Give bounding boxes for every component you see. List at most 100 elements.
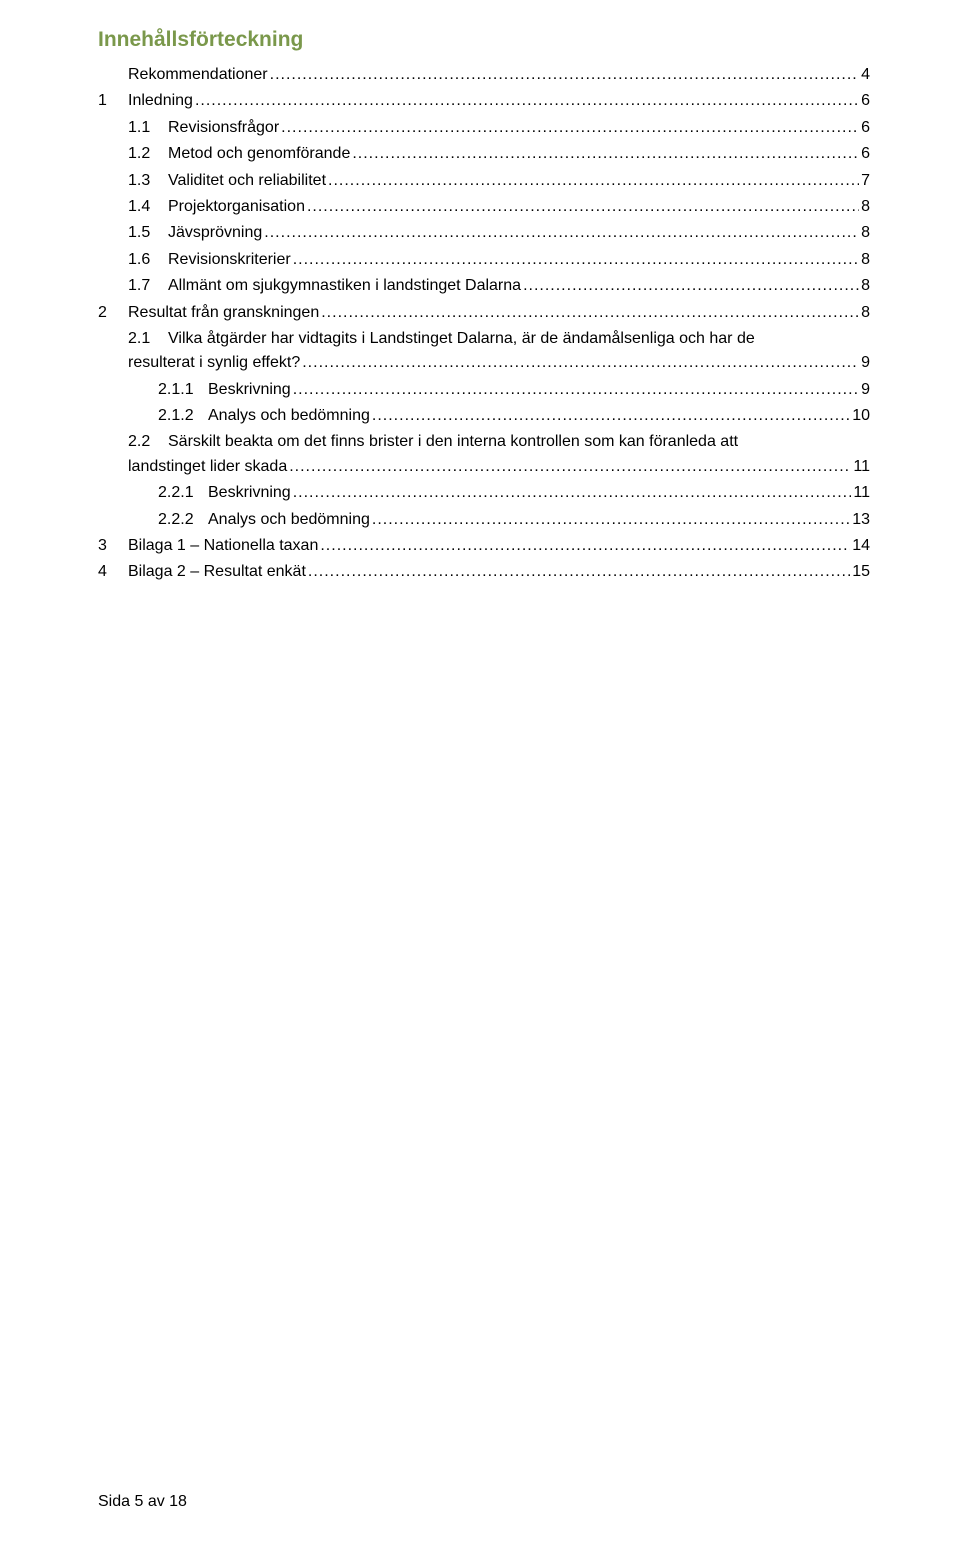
toc-entry-label: 1.5Jävsprövning xyxy=(98,220,262,246)
toc-entry-text: Analys och bedömning xyxy=(208,407,370,424)
toc-entry-number: 2.2.2 xyxy=(158,507,208,533)
toc-leader-dots xyxy=(302,350,859,376)
toc-entry-label: 2.1.1Beskrivning xyxy=(98,377,291,403)
toc-entry-number: 2.2 xyxy=(128,429,168,455)
toc-entry-label: 2.1Vilka åtgärder har vidtagits i Landst… xyxy=(98,326,755,352)
toc-entry-page: 11 xyxy=(853,454,870,480)
toc-leader-dots xyxy=(321,300,859,326)
toc-entry-label: resulterat i synlig effekt? xyxy=(98,350,300,376)
toc-title: Innehållsförteckning xyxy=(98,28,870,52)
toc-entry-label: 1.2Metod och genomförande xyxy=(98,141,350,167)
toc-entry: 1.7Allmänt om sjukgymnastiken i landstin… xyxy=(98,273,870,299)
toc-entry-number: 2.1.1 xyxy=(158,377,208,403)
toc-entry-text: Revisionskriterier xyxy=(168,251,291,268)
toc-entry-text: Resultat från granskningen xyxy=(128,304,319,321)
toc-entry-label: landstinget lider skada xyxy=(98,454,287,480)
toc-entry: 1.5Jävsprövning 8 xyxy=(98,220,870,246)
toc-leader-dots xyxy=(372,403,850,429)
toc-entry-text: Inledning xyxy=(128,92,193,109)
toc-entry-label: 1.7Allmänt om sjukgymnastiken i landstin… xyxy=(98,273,521,299)
toc-leader-dots xyxy=(289,454,851,480)
toc-entry-text: resulterat i synlig effekt? xyxy=(128,354,300,371)
toc-leader-dots xyxy=(307,194,859,220)
toc-entry-page: 4 xyxy=(861,62,870,88)
toc-entry-number: 2.1 xyxy=(128,326,168,352)
toc-entry: Rekommendationer 4 xyxy=(98,62,870,88)
toc-entry-text: Allmänt om sjukgymnastiken i landstinget… xyxy=(168,277,521,294)
toc-entry-label: Rekommendationer xyxy=(98,62,268,88)
toc-entry: landstinget lider skada 11 xyxy=(98,454,870,480)
toc-entry-number: 2.2.1 xyxy=(158,480,208,506)
toc-entry-text: Analys och bedömning xyxy=(208,511,370,528)
toc-entry: 1.1Revisionsfrågor 6 xyxy=(98,115,870,141)
toc-entry: 2.1.1Beskrivning 9 xyxy=(98,377,870,403)
toc-leader-dots xyxy=(523,273,859,299)
toc-entry: 1.4Projektorganisation 8 xyxy=(98,194,870,220)
toc-leader-dots xyxy=(293,377,859,403)
toc-entry: 1Inledning 6 xyxy=(98,88,870,114)
toc-entry-page: 8 xyxy=(861,194,870,220)
toc-entry: resulterat i synlig effekt? 9 xyxy=(98,350,870,376)
toc-leader-dots xyxy=(293,247,859,273)
toc-entry-page: 15 xyxy=(852,559,870,585)
toc-entry-text: Revisionsfrågor xyxy=(168,119,279,136)
toc-entry: 3Bilaga 1 – Nationella taxan 14 xyxy=(98,533,870,559)
toc-leader-dots xyxy=(320,533,850,559)
toc-entry-text: Särskilt beakta om det finns brister i d… xyxy=(168,433,738,450)
toc-entry: 2.2Särskilt beakta om det finns brister … xyxy=(98,429,870,455)
toc-entry-text: Vilka åtgärder har vidtagits i Landsting… xyxy=(168,330,755,347)
toc-leader-dots xyxy=(293,480,852,506)
toc-entry-label: 1.1Revisionsfrågor xyxy=(98,115,279,141)
toc-entry-text: Bilaga 2 – Resultat enkät xyxy=(128,563,306,580)
toc-entry-text: Beskrivning xyxy=(208,381,291,398)
toc-entry-label: 3Bilaga 1 – Nationella taxan xyxy=(98,533,318,559)
toc-entry-page: 7 xyxy=(861,168,870,194)
toc-entry-label: 1Inledning xyxy=(98,88,193,114)
toc-entry-label: 2Resultat från granskningen xyxy=(98,300,319,326)
toc-entry-number: 1 xyxy=(98,88,128,114)
toc-entry-number: 2.1.2 xyxy=(158,403,208,429)
toc-entry-label: 2.2.1Beskrivning xyxy=(98,480,291,506)
toc-entry-page: 6 xyxy=(861,115,870,141)
toc-entry-number: 3 xyxy=(98,533,128,559)
toc-entry-page: 14 xyxy=(852,533,870,559)
toc-entry-page: 8 xyxy=(861,220,870,246)
toc-leader-dots xyxy=(264,220,859,246)
toc-entry-text: landstinget lider skada xyxy=(128,458,287,475)
toc-entry-number: 2 xyxy=(98,300,128,326)
toc-leader-dots xyxy=(270,62,859,88)
toc-entry-text: Validitet och reliabilitet xyxy=(168,172,326,189)
toc-entry: 4Bilaga 2 – Resultat enkät 15 xyxy=(98,559,870,585)
toc-entry-number: 4 xyxy=(98,559,128,585)
toc-entry-number: 1.6 xyxy=(128,247,168,273)
toc-entry-text: Projektorganisation xyxy=(168,198,305,215)
toc-entry-label: 1.6Revisionskriterier xyxy=(98,247,291,273)
toc-entry: 1.6Revisionskriterier 8 xyxy=(98,247,870,273)
toc-entry-label: 4Bilaga 2 – Resultat enkät xyxy=(98,559,306,585)
toc-entry-label: 2.2Särskilt beakta om det finns brister … xyxy=(98,429,738,455)
toc-entry: 2.2.1Beskrivning 11 xyxy=(98,480,870,506)
toc-entry-page: 13 xyxy=(852,507,870,533)
toc-entry-text: Bilaga 1 – Nationella taxan xyxy=(128,537,318,554)
toc-entry: 1.2Metod och genomförande 6 xyxy=(98,141,870,167)
toc-leader-dots xyxy=(308,559,850,585)
toc-entry-page: 8 xyxy=(861,300,870,326)
toc-entry-page: 10 xyxy=(852,403,870,429)
toc-entry-number: 1.4 xyxy=(128,194,168,220)
table-of-contents: Rekommendationer 41Inledning 61.1Revisio… xyxy=(98,62,870,586)
toc-entry: 2Resultat från granskningen 8 xyxy=(98,300,870,326)
toc-leader-dots xyxy=(195,88,859,114)
toc-entry-number: 1.2 xyxy=(128,141,168,167)
toc-entry-page: 6 xyxy=(861,141,870,167)
toc-entry-number: 1.7 xyxy=(128,273,168,299)
toc-leader-dots xyxy=(352,141,859,167)
toc-entry-page: 8 xyxy=(861,273,870,299)
toc-leader-dots xyxy=(281,115,859,141)
toc-entry: 2.2.2Analys och bedömning 13 xyxy=(98,507,870,533)
toc-entry: 2.1.2Analys och bedömning 10 xyxy=(98,403,870,429)
toc-entry-number: 1.1 xyxy=(128,115,168,141)
page-footer: Sida 5 av 18 xyxy=(98,1493,187,1511)
toc-entry-number: 1.3 xyxy=(128,168,168,194)
toc-entry: 2.1Vilka åtgärder har vidtagits i Landst… xyxy=(98,326,870,352)
toc-entry: 1.3Validitet och reliabilitet 7 xyxy=(98,168,870,194)
